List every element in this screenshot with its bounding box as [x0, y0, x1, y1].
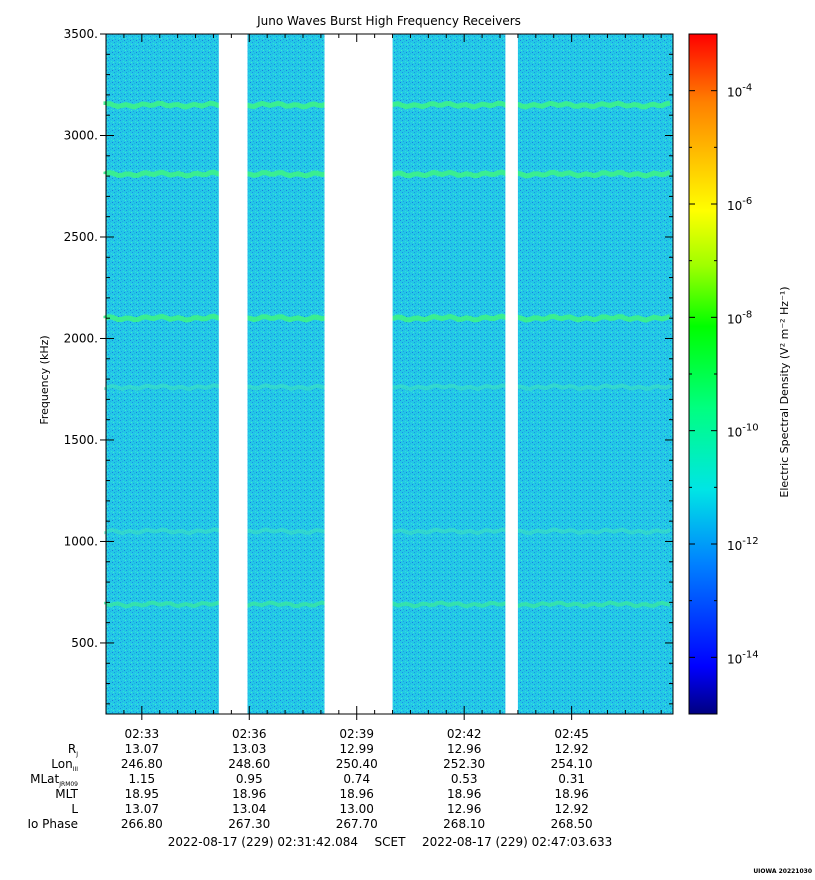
- y-tick-label: 500.: [71, 636, 98, 650]
- ephemeris-table: RJ 13.07 13.03 12.99 12.96 12.92 LonIII 246.80 2…: [27, 742, 592, 831]
- ephemeris-value: 13.00: [340, 802, 374, 816]
- ephemeris-row-label: MLatJRM09: [30, 772, 78, 788]
- y-tick-label: 2500.: [64, 230, 98, 244]
- ephemeris-row-label: LonIII: [51, 757, 78, 773]
- time-range-footer: 2022-08-17 (229) 02:31:42.084 SCET 2022-…: [168, 835, 613, 849]
- ephemeris-value: 254.10: [551, 757, 593, 771]
- data-gaps: [218, 34, 518, 714]
- ephemeris-row-label: MLT: [55, 787, 78, 801]
- x-tick-label: 02:42: [447, 727, 482, 741]
- ephemeris-value: 18.96: [447, 787, 481, 801]
- ephemeris-value: 268.50: [551, 817, 593, 831]
- ephemeris-row-label: RJ: [68, 742, 78, 758]
- colorbar-gradient: [688, 33, 718, 715]
- x-tick-label: 02:36: [232, 727, 267, 741]
- ephemeris-row-label: Io Phase: [27, 817, 78, 831]
- x-axis-ticks: 02:33 02:36 02:39 02:42 02:45: [123, 34, 662, 741]
- data-gap-2: [324, 34, 393, 714]
- ephemeris-value: 12.96: [447, 742, 481, 756]
- ephemeris-value: 267.70: [336, 817, 378, 831]
- y-tick-label: 3500.: [64, 27, 98, 41]
- ephemeris-value: 0.95: [236, 772, 263, 786]
- colorbar-tick-label: 10-6: [727, 196, 752, 213]
- ephemeris-value: 12.96: [447, 802, 481, 816]
- plot-frame: [105, 33, 674, 715]
- ephemeris-value: 12.92: [554, 802, 588, 816]
- ephemeris-value: 12.99: [340, 742, 374, 756]
- ephemeris-value: 252.30: [443, 757, 485, 771]
- y-tick-label: 2000.: [64, 331, 98, 345]
- spectrogram-plot: 500. 1000. 1500. 2000. 2500. 3000. 3500. 02:33…: [64, 27, 674, 741]
- y-axis-label: Frequency (kHz): [38, 335, 51, 424]
- ephemeris-value: 13.07: [125, 802, 159, 816]
- ephemeris-value: 250.40: [336, 757, 378, 771]
- ephemeris-value: 18.96: [554, 787, 588, 801]
- y-tick-label: 1500.: [64, 433, 98, 447]
- y-axis-ticks: 500. 1000. 1500. 2000. 2500. 3000. 3500.: [64, 27, 673, 705]
- y-tick-label: 3000.: [64, 128, 98, 142]
- ephemeris-value: 1.15: [128, 772, 155, 786]
- ephemeris-value: 13.07: [125, 742, 159, 756]
- colorbar-tick-label: 10-8: [727, 309, 752, 326]
- ephemeris-value: 18.95: [125, 787, 159, 801]
- x-tick-label: 02:33: [125, 727, 160, 741]
- ephemeris-value: 0.74: [343, 772, 370, 786]
- time-range-end: 2022-08-17 (229) 02:47:03.633: [422, 835, 612, 849]
- colorbar-tick-label: 10-12: [727, 536, 759, 553]
- ephemeris-value: 12.92: [554, 742, 588, 756]
- x-tick-label: 02:39: [339, 727, 374, 741]
- colorbar-label: Electric Spectral Density (V² m⁻² Hz⁻¹): [778, 286, 791, 497]
- colorbar-tick-label: 10-10: [727, 423, 759, 440]
- ephemeris-value: 246.80: [121, 757, 163, 771]
- colorbar-tick-label: 10-14: [727, 649, 759, 666]
- ephemeris-value: 13.03: [232, 742, 266, 756]
- ephemeris-value: 0.31: [558, 772, 585, 786]
- chart-title: Juno Waves Burst High Frequency Receiver…: [256, 14, 521, 28]
- colorbar-tick-label: 10-4: [727, 83, 752, 100]
- data-gap-3: [505, 34, 518, 714]
- colorbar: 10-4 10-6 10-8 10-10 10-12 10-14 Electric Spe…: [688, 33, 791, 715]
- ephemeris-row-label: L: [71, 802, 78, 816]
- ephemeris-value: 266.80: [121, 817, 163, 831]
- time-range-start: 2022-08-17 (229) 02:31:42.084: [168, 835, 358, 849]
- data-gap-1: [218, 34, 248, 714]
- ephemeris-value: 0.53: [451, 772, 478, 786]
- ephemeris-value: 13.04: [232, 802, 266, 816]
- ephemeris-value: 268.10: [443, 817, 485, 831]
- time-range-scet: SCET: [375, 835, 407, 849]
- ephemeris-value: 248.60: [228, 757, 270, 771]
- y-tick-label: 1000.: [64, 534, 98, 548]
- credit-label: UIOWA 20221030: [753, 868, 812, 875]
- ephemeris-value: 18.96: [232, 787, 266, 801]
- ephemeris-value: 267.30: [228, 817, 270, 831]
- ephemeris-value: 18.96: [340, 787, 374, 801]
- x-tick-label: 02:45: [554, 727, 589, 741]
